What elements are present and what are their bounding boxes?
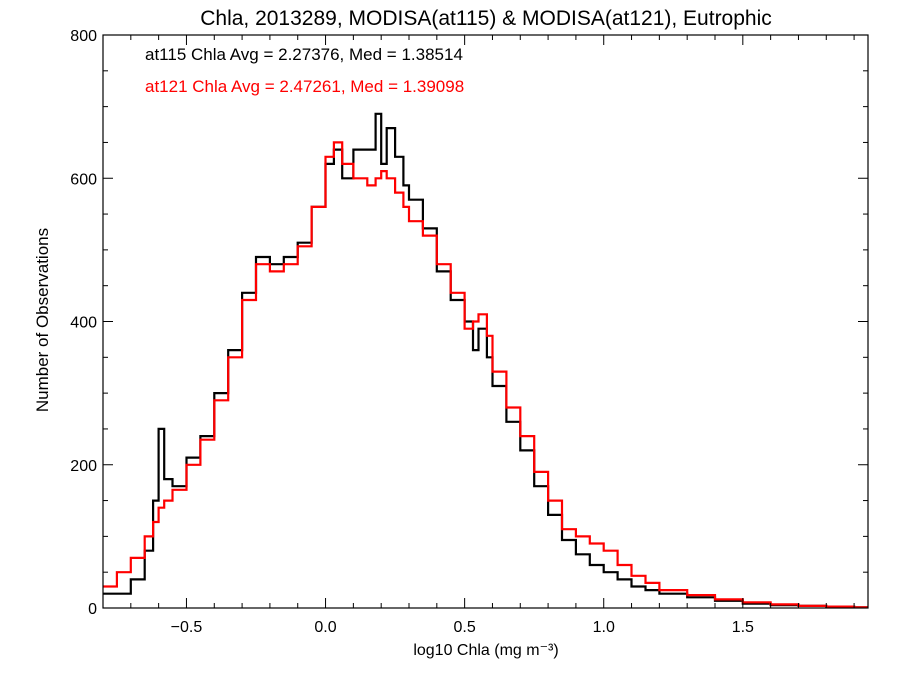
stats-annotation-at121: at121 Chla Avg = 2.47261, Med = 1.39098: [145, 77, 464, 96]
x-tick-label: −0.5: [171, 619, 203, 636]
y-axis-label: Number of Observations: [33, 228, 52, 412]
stats-annotation-at115: at115 Chla Avg = 2.27376, Med = 1.38514: [145, 45, 463, 64]
y-tick-label: 400: [70, 315, 97, 332]
chart-title: Chla, 2013289, MODISA(at115) & MODISA(at…: [200, 7, 772, 30]
y-tick-label: 0: [88, 601, 97, 618]
y-tick-label: 200: [70, 458, 97, 475]
histogram-series-at115: [103, 112, 868, 609]
x-axis-label: log10 Chla (mg m⁻³): [413, 642, 558, 659]
y-tick-label: 600: [70, 171, 97, 188]
series-layer: [103, 112, 868, 609]
x-tick-label: 0.5: [454, 619, 476, 636]
axes-layer: −0.5 0.0 0.5 1.0 1.5 0 200 400 600 800: [70, 28, 868, 636]
x-tick-label: 1.0: [593, 619, 615, 636]
plot-frame: [102, 34, 869, 609]
x-tick-label: 1.5: [732, 619, 754, 636]
x-tick-label: 0.0: [314, 619, 336, 636]
y-tick-label: 800: [70, 28, 97, 45]
histogram-series-at121: [103, 141, 868, 609]
